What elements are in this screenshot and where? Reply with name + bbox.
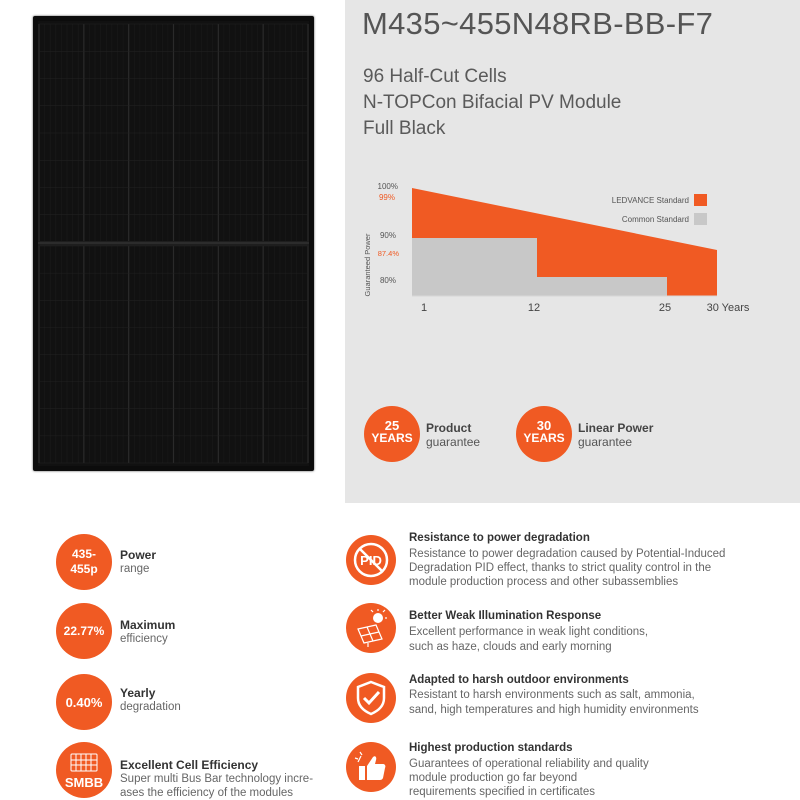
production-standards-text-3: requirements specified in certificates (409, 786, 595, 798)
thumbs-up-icon (354, 751, 386, 780)
production-standards-title: Highest production standards (409, 742, 573, 754)
production-standards-badge (346, 742, 396, 792)
cell-grid-icon (70, 753, 98, 772)
product-guarantee-label: Product guarantee (426, 421, 480, 449)
product-guarantee-title: Product (426, 421, 472, 435)
power-years: 30 (536, 418, 552, 433)
smbb-badge: SMBB (56, 742, 112, 798)
power-range-value: 435-455p (70, 547, 98, 576)
weak-light-title: Better Weak Illumination Response (409, 610, 602, 622)
power-guarantee-chart: 100% 99% 90% 87.4% 80% Guaranteed Power … (355, 175, 800, 325)
y-tick-87: 87.4% (378, 249, 400, 258)
cell-efficiency-title: Excellent Cell Efficiency (120, 758, 259, 772)
efficiency-feature-text: efficiency (120, 633, 168, 645)
power-guarantee-title: Linear Power (578, 421, 654, 435)
pid-icon: PID (353, 542, 389, 578)
product-years: 25 (384, 418, 400, 433)
smbb-label: SMBB (64, 775, 104, 790)
legend-common-label: Common Standard (622, 215, 689, 224)
power-feature-text: range (120, 563, 150, 575)
weak-light-text-2: such as haze, clouds and early morning (409, 641, 612, 653)
pid-title: Resistance to power degradation (409, 532, 590, 544)
panel-cells (38, 21, 309, 466)
x-tick-12: 12 (528, 302, 540, 314)
product-years-unit: YEARS (371, 431, 413, 445)
x-tick-1: 1 (421, 302, 427, 314)
series-common-standard (412, 238, 667, 296)
weak-light-badge (346, 603, 396, 653)
degradation-value: 0.40% (65, 694, 103, 710)
cell-efficiency-text-1: Super multi Bus Bar technology incre- (120, 773, 314, 785)
cell-efficiency-text-2: ases the efficiency of the modules (120, 787, 294, 799)
power-guarantee-badge: 30 YEARS (516, 406, 572, 462)
pid-text-2: Degradation PID effect, thanks to strict… (409, 562, 712, 574)
product-title: M435~455N48RB-BB-F7 (362, 6, 714, 41)
degradation-feature-title: Yearly (120, 686, 156, 700)
shield-check-icon (356, 680, 386, 716)
product-guarantee-sub: guarantee (426, 435, 481, 449)
harsh-env-text-2: sand, high temperatures and high humidit… (409, 704, 699, 716)
legend-ledvance-label: LEDVANCE Standard (612, 196, 689, 205)
y-tick-90: 90% (380, 231, 396, 240)
y-tick-80: 80% (380, 276, 396, 285)
solar-panel-image (33, 16, 314, 471)
power-range-badge: 435-455p (56, 534, 112, 590)
harsh-env-badge (346, 673, 396, 723)
series-ledvance-standard (412, 188, 717, 296)
subtitle-line-2: N-TOPCon Bifacial PV Module (363, 92, 622, 113)
pid-badge: PID (346, 535, 396, 585)
subtitle-line-3: Full Black (363, 118, 446, 139)
y-tick-100: 100% (378, 182, 398, 191)
power-guarantee-label: Linear Power guarantee (578, 421, 653, 449)
harsh-env-title: Adapted to harsh outdoor environments (409, 674, 629, 686)
y-axis-label: Guaranteed Power (363, 233, 372, 296)
pid-text-3: module production process and other suba… (409, 576, 679, 588)
production-standards-text-1: Guarantees of operational reliability an… (409, 758, 649, 770)
power-guarantee-sub: guarantee (578, 435, 633, 449)
legend-ledvance-swatch (694, 194, 707, 206)
sun-panel-icon (357, 609, 387, 647)
degradation-badge: 0.40% (56, 674, 112, 730)
efficiency-badge: 22.77% (56, 603, 112, 659)
harsh-env-text-1: Resistant to harsh environments such as … (409, 689, 695, 701)
power-years-unit: YEARS (523, 431, 565, 445)
production-standards-text-2: module production go far beyond (409, 772, 578, 784)
efficiency-value: 22.77% (63, 623, 105, 638)
product-guarantee-badge: 25 YEARS (364, 406, 420, 462)
efficiency-feature-title: Maximum (120, 618, 176, 632)
x-tick-25: 25 (659, 302, 671, 314)
x-tick-30: 30 Years (707, 302, 750, 314)
degradation-feature-text: degradation (120, 701, 181, 713)
y-tick-99: 99% (379, 193, 395, 202)
legend-common-swatch (694, 213, 707, 225)
power-feature-title: Power (120, 548, 157, 562)
pid-text-1: Resistance to power degradation caused b… (409, 548, 726, 560)
weak-light-text-1: Excellent performance in weak light cond… (409, 626, 649, 638)
subtitle-line-1: 96 Half-Cut Cells (363, 66, 507, 87)
